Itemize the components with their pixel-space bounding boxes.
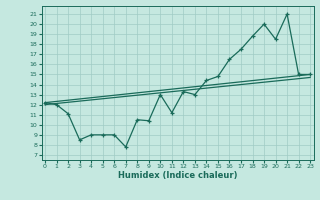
X-axis label: Humidex (Indice chaleur): Humidex (Indice chaleur) bbox=[118, 171, 237, 180]
